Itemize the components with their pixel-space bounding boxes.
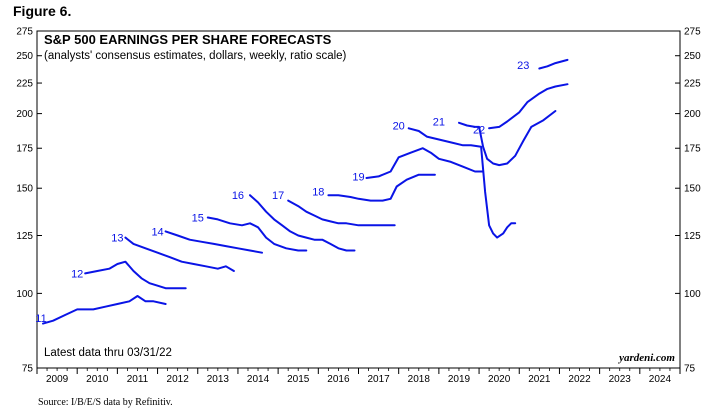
- chart-subtitle: (analysts' consensus estimates, dollars,…: [44, 50, 347, 62]
- y-tick-label-left: 250: [16, 51, 33, 62]
- y-tick-label-right: 200: [684, 109, 701, 120]
- series-label: 11: [35, 313, 46, 325]
- series-label: 14: [151, 226, 163, 238]
- series-line-23: [538, 58, 569, 70]
- chart-title: S&P 500 EARNINGS PER SHARE FORECASTS: [44, 32, 332, 47]
- y-tick-label-right: 100: [684, 289, 701, 300]
- series-label: 15: [192, 212, 204, 224]
- x-tick-label: 2018: [408, 374, 431, 385]
- y-tick-label-left: 225: [16, 79, 33, 90]
- series-line-17: [287, 199, 396, 227]
- y-tick-label-right: 150: [684, 184, 701, 195]
- series-label: 20: [393, 121, 405, 133]
- series-label: 23: [517, 60, 529, 72]
- y-tick-label-left: 150: [16, 184, 33, 195]
- series-label: 19: [352, 171, 364, 183]
- y-tick-label-left: 175: [16, 144, 33, 155]
- series-line-18: [327, 173, 436, 202]
- series-line-20: [407, 127, 517, 239]
- figure-label: Figure 6.: [13, 3, 72, 19]
- series-line-14: [164, 230, 263, 254]
- x-tick-label: 2011: [127, 374, 149, 385]
- series-label: 21: [433, 116, 445, 128]
- y-tick-label-left: 100: [16, 289, 33, 300]
- y-tick-label-left: 200: [16, 109, 33, 120]
- series-line-13: [124, 236, 235, 272]
- latest-data-note: Latest data thru 03/31/22: [44, 347, 172, 359]
- series-line-15: [206, 216, 308, 252]
- axes-group: 75 75 100 100 125 125 150 150 175 175 200 200 225 225…: [16, 27, 701, 386]
- series-line-11: [84, 260, 187, 290]
- x-tick-label: 2019: [448, 374, 471, 385]
- series-line-22: [488, 83, 569, 130]
- x-tick-label: 2010: [86, 374, 109, 385]
- y-tick-label-right: 275: [684, 27, 701, 38]
- brand-watermark: yardeni.com: [617, 352, 675, 364]
- y-tick-label-left: 275: [16, 27, 33, 38]
- series-group: [42, 58, 569, 325]
- y-tick-label-right: 125: [684, 231, 701, 242]
- x-tick-label: 2020: [488, 374, 511, 385]
- series-labels-group: 11 12 13 14 15 16 17 18 19 20 21 22 23: [35, 60, 529, 325]
- y-tick-label-right: 175: [684, 144, 701, 155]
- x-tick-label: 2014: [247, 374, 270, 385]
- series-line-19: [365, 147, 485, 179]
- y-tick-label-right: 75: [684, 364, 696, 375]
- y-tick-label-right: 250: [684, 51, 701, 62]
- x-tick-label: 2024: [649, 374, 672, 385]
- series-line-16: [249, 194, 356, 252]
- series-label: 22: [473, 125, 485, 137]
- series-label: 18: [312, 187, 324, 199]
- x-tick-label: 2015: [287, 374, 310, 385]
- series-label: 16: [232, 190, 244, 202]
- y-tick-label-left: 75: [22, 364, 34, 375]
- x-tick-label: 2017: [367, 374, 390, 385]
- x-tick-label: 2023: [609, 374, 632, 385]
- series-label: 13: [111, 233, 123, 245]
- series-label: 17: [272, 190, 284, 202]
- x-tick-label: 2013: [207, 374, 230, 385]
- source-note: Source: I/B/E/S data by Refinitiv.: [38, 397, 173, 408]
- series-line-11: [42, 295, 167, 325]
- y-tick-label-left: 125: [16, 231, 33, 242]
- y-tick-label-right: 225: [684, 79, 701, 90]
- series-line-21: [458, 110, 557, 167]
- x-tick-label: 2012: [167, 374, 190, 385]
- series-label: 12: [71, 268, 83, 280]
- x-tick-label: 2021: [528, 374, 551, 385]
- x-tick-label: 2016: [327, 374, 350, 385]
- x-tick-label: 2022: [568, 374, 591, 385]
- x-tick-label: 2009: [46, 374, 69, 385]
- eps-forecast-chart: 75 75 100 100 125 125 150 150 175 175 200 200 225 225…: [16, 27, 701, 386]
